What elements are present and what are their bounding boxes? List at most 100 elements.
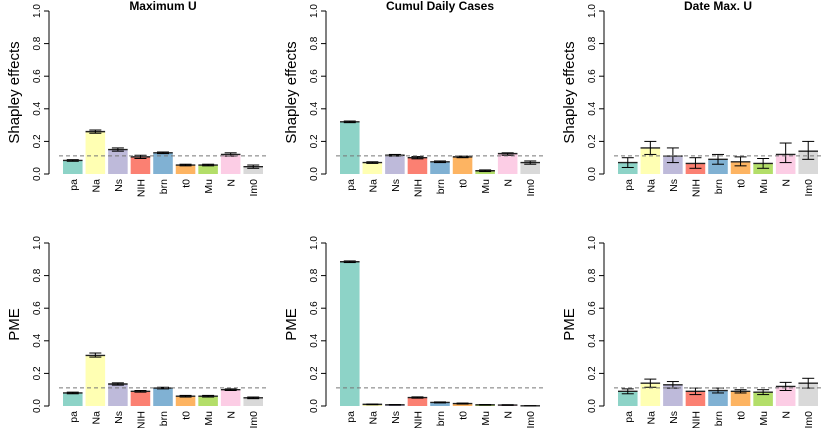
- y-tick-label: 1.0: [32, 236, 43, 250]
- x-tick-label: Im0: [803, 179, 815, 197]
- x-tick-label: Im0: [525, 411, 537, 428]
- y-tick-label: 0.8: [32, 268, 43, 282]
- x-tick-label: t0: [736, 411, 748, 420]
- bar-Na: [362, 162, 383, 174]
- y-tick-label: 0.4: [309, 101, 320, 115]
- bar-brn: [430, 402, 450, 406]
- y-tick-label: 0.6: [309, 69, 320, 83]
- bar-t0: [175, 396, 196, 406]
- x-tick-label: N: [503, 179, 515, 187]
- bar-pa: [340, 261, 360, 406]
- chart-title: Date Max. U: [684, 0, 752, 13]
- bar-NIH: [130, 391, 151, 406]
- bar-brn: [708, 159, 728, 174]
- y-tick-label: 0.8: [309, 268, 320, 282]
- x-tick-label: pa: [345, 179, 357, 191]
- bar-Im0: [243, 397, 263, 406]
- bar-brn: [430, 161, 450, 174]
- y-tick-label: 0.8: [32, 36, 43, 50]
- bar-NIH: [407, 397, 428, 406]
- bar-Na: [640, 383, 661, 406]
- y-tick-label: 0.2: [309, 134, 320, 148]
- x-tick-label: N: [226, 179, 238, 187]
- bar-Im0: [243, 166, 263, 174]
- y-tick-label: 0.4: [587, 333, 598, 347]
- bar-pa: [340, 121, 360, 174]
- x-tick-label: Mu: [480, 179, 492, 194]
- y-tick-label: 0.0: [587, 167, 598, 181]
- y-axis-label: Shapley effects: [561, 41, 578, 143]
- x-tick-label: Ns: [668, 179, 680, 192]
- y-tick-label: 0.0: [309, 399, 320, 413]
- x-tick-label: pa: [68, 411, 80, 423]
- y-axis-label: Shapley effects: [283, 41, 300, 143]
- x-tick-label: N: [781, 179, 793, 187]
- y-tick-label: 1.0: [587, 236, 598, 250]
- y-tick-label: 0.8: [587, 268, 598, 282]
- x-tick-label: Na: [645, 179, 657, 193]
- x-tick-label: Na: [90, 179, 102, 193]
- y-axis-label: PME: [6, 308, 23, 341]
- bar-pa: [63, 160, 83, 174]
- x-tick-label: brn: [158, 179, 170, 194]
- y-tick-label: 0.6: [587, 69, 598, 83]
- x-tick-label: Mu: [203, 411, 215, 426]
- x-tick-label: Im0: [803, 411, 815, 428]
- y-tick-label: 1.0: [32, 4, 43, 18]
- y-tick-label: 0.6: [32, 301, 43, 315]
- bar-Mu: [198, 165, 218, 174]
- y-axis-label: PME: [561, 308, 578, 341]
- x-tick-label: NIH: [412, 179, 424, 197]
- bar-Mu: [475, 170, 495, 174]
- bar-Im0: [798, 151, 818, 174]
- y-tick-label: 0.0: [587, 399, 598, 413]
- y-tick-label: 0.4: [309, 333, 320, 347]
- bar-NIH: [130, 156, 151, 174]
- x-tick-label: Ns: [113, 179, 125, 192]
- y-tick-label: 0.0: [32, 399, 43, 413]
- bar-pa: [618, 162, 638, 174]
- x-tick-label: pa: [345, 411, 357, 423]
- y-tick-label: 1.0: [309, 4, 320, 18]
- y-tick-label: 0.0: [309, 167, 320, 181]
- x-tick-label: Mu: [480, 411, 492, 426]
- bar-t0: [730, 161, 751, 174]
- bar-N: [497, 153, 518, 174]
- y-tick-label: 1.0: [309, 236, 320, 250]
- bar-Ns: [108, 383, 128, 406]
- y-tick-label: 0.6: [309, 301, 320, 315]
- y-tick-label: 0.2: [587, 366, 598, 380]
- y-tick-label: 0.6: [587, 301, 598, 315]
- y-tick-label: 0.8: [309, 36, 320, 50]
- x-tick-label: Ns: [390, 411, 402, 424]
- x-tick-label: t0: [181, 411, 193, 420]
- x-tick-label: brn: [158, 411, 170, 426]
- x-tick-label: Na: [367, 411, 379, 425]
- bar-N: [775, 154, 796, 174]
- x-tick-label: Ns: [668, 411, 680, 424]
- chart-title: Cumul Daily Cases: [386, 0, 494, 13]
- x-tick-label: Im0: [525, 179, 537, 197]
- y-tick-label: 0.2: [587, 134, 598, 148]
- x-tick-label: t0: [181, 179, 193, 188]
- bar-N: [775, 386, 796, 406]
- bar-Na: [85, 355, 106, 406]
- bar-t0: [175, 165, 196, 174]
- bar-Ns: [108, 149, 128, 174]
- x-tick-label: brn: [435, 411, 447, 426]
- bar-brn: [708, 390, 728, 406]
- x-tick-label: N: [226, 411, 238, 419]
- bar-Ns: [385, 155, 405, 174]
- x-tick-label: Ns: [113, 411, 125, 424]
- x-tick-label: Na: [367, 179, 379, 193]
- bar-brn: [153, 152, 173, 174]
- y-tick-label: 0.4: [32, 333, 43, 347]
- y-tick-label: 1.0: [587, 4, 598, 18]
- x-tick-label: pa: [623, 179, 635, 191]
- x-tick-label: Im0: [248, 411, 260, 428]
- bar-Mu: [753, 392, 773, 406]
- x-tick-label: brn: [435, 179, 447, 194]
- y-tick-label: 0.4: [587, 101, 598, 115]
- x-tick-label: Mu: [758, 411, 770, 426]
